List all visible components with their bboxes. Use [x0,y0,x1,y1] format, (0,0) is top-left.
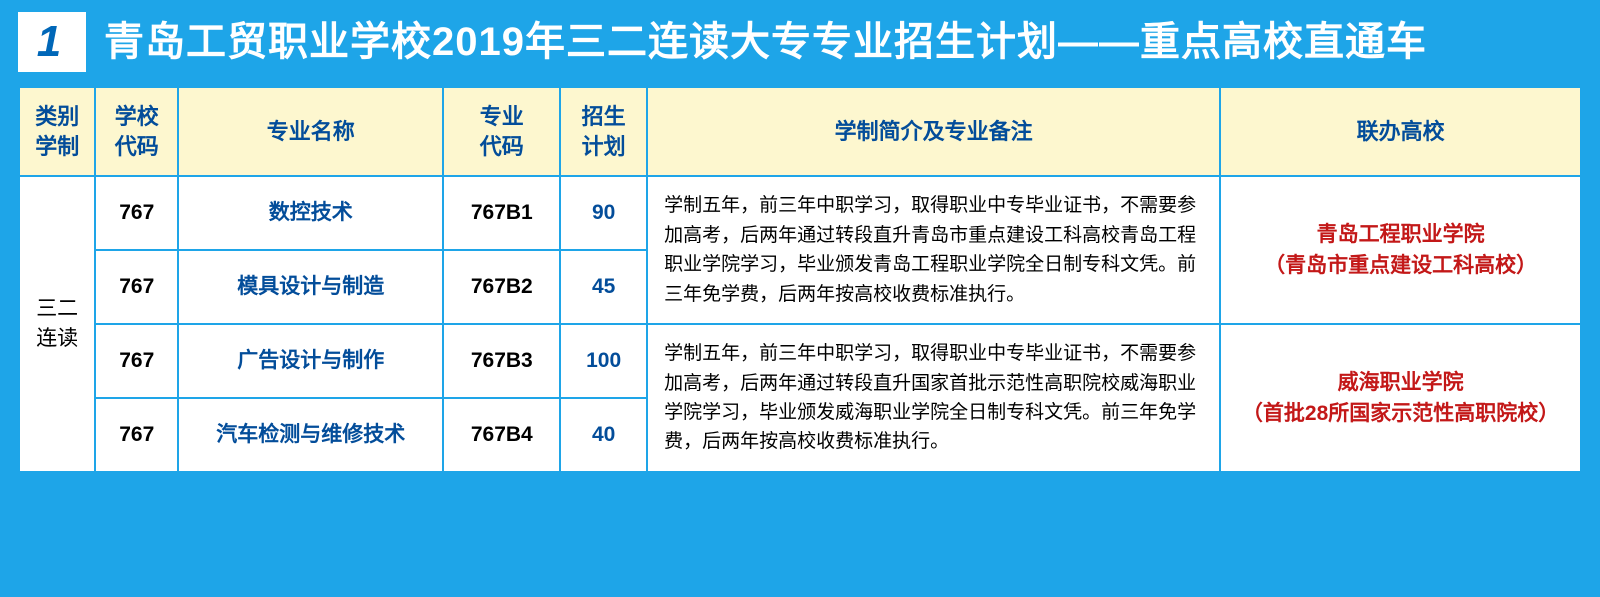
table-row: 767 广告设计与制作 767B3 100 学制五年，前三年中职学习，取得职业中… [19,324,1581,398]
cell-schoolcode: 767 [95,398,178,472]
cell-majorcode: 767B3 [443,324,560,398]
cell-plan: 90 [560,176,647,250]
col-header-majorcode: 专业代码 [443,87,560,176]
cell-majorname: 模具设计与制造 [178,250,443,324]
col-header-category: 类别学制 [19,87,95,176]
cell-majorname: 汽车检测与维修技术 [178,398,443,472]
col-header-partner: 联办高校 [1220,87,1581,176]
cell-majorname: 数控技术 [178,176,443,250]
cell-schoolcode: 767 [95,176,178,250]
title-number: 1 [18,12,86,72]
enrollment-table: 类别学制 学校代码 专业名称 专业代码 招生计划 学制简介及专业备注 联办高校 … [18,86,1582,473]
cell-plan: 40 [560,398,647,472]
cell-majorcode: 767B1 [443,176,560,250]
cell-plan: 45 [560,250,647,324]
table-header-row: 类别学制 学校代码 专业名称 专业代码 招生计划 学制简介及专业备注 联办高校 [19,87,1581,176]
title-text: 青岛工贸职业学校2019年三二连读大专专业招生计划——重点高校直通车 [86,12,1427,72]
title-bar: 1 青岛工贸职业学校2019年三二连读大专专业招生计划——重点高校直通车 [18,12,1582,72]
cell-desc: 学制五年，前三年中职学习，取得职业中专毕业证书，不需要参加高考，后两年通过转段直… [647,324,1220,472]
cell-partner: 青岛工程职业学院（青岛市重点建设工科高校） [1220,176,1581,324]
cell-partner: 威海职业学院（首批28所国家示范性高职院校） [1220,324,1581,472]
cell-majorname: 广告设计与制作 [178,324,443,398]
cell-majorcode: 767B2 [443,250,560,324]
col-header-schoolcode: 学校代码 [95,87,178,176]
cell-schoolcode: 767 [95,250,178,324]
cell-plan: 100 [560,324,647,398]
col-header-majorname: 专业名称 [178,87,443,176]
cell-schoolcode: 767 [95,324,178,398]
cell-desc: 学制五年，前三年中职学习，取得职业中专毕业证书，不需要参加高考，后两年通过转段直… [647,176,1220,324]
cell-majorcode: 767B4 [443,398,560,472]
col-header-desc: 学制简介及专业备注 [647,87,1220,176]
cell-category: 三二连读 [19,176,95,472]
table-row: 三二连读 767 数控技术 767B1 90 学制五年，前三年中职学习，取得职业… [19,176,1581,250]
col-header-plan: 招生计划 [560,87,647,176]
